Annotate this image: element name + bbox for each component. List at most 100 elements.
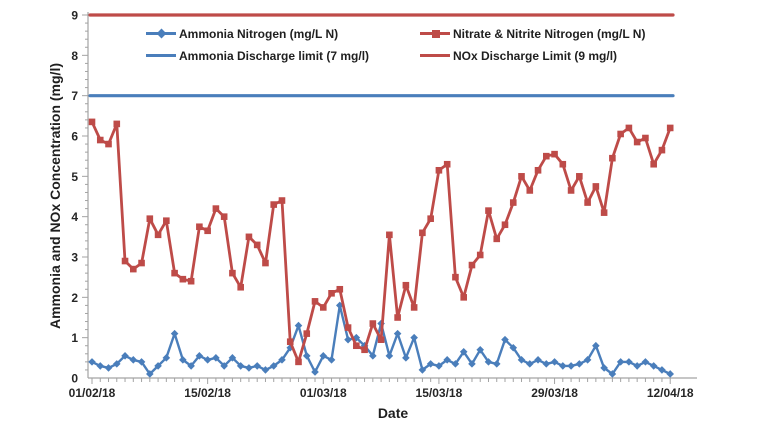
ammonia-nitrogen-point xyxy=(96,362,105,370)
ammonia-nitrogen-point xyxy=(146,370,154,378)
ammonia-nitrogen-point xyxy=(451,360,460,368)
nitrate-nitrite-nitrogen-point xyxy=(625,124,633,132)
ammonia-nitrogen-point xyxy=(501,335,509,344)
legend-item-ammonia-nitrogen: Ammonia Nitrogen (mg/L N) xyxy=(146,25,420,42)
legend-item-nox-discharge-limit: NOx Discharge Limit (9 mg/l) xyxy=(420,47,645,64)
ammonia-nitrogen-point xyxy=(492,360,501,368)
ammonia-nitrogen-point xyxy=(567,362,575,370)
ammonia-nitrogen-point xyxy=(104,364,113,372)
legend-label: Ammonia Nitrogen (mg/L N) xyxy=(179,26,339,41)
ammonia-nitrogen-point xyxy=(476,345,485,354)
ammonia-nitrogen-point xyxy=(327,356,336,364)
ammonia-nitrogen-point xyxy=(575,360,584,368)
ammonia-nitrogen-point xyxy=(608,370,617,378)
nitrate-nitrite-nitrogen-point xyxy=(592,183,600,190)
nitrate-nitrite-nitrogen-point xyxy=(633,138,641,146)
nitrate-nitrite-nitrogen-point xyxy=(551,150,558,158)
nitrate-nitrite-nitrogen-point xyxy=(361,346,368,354)
nitrate-nitrite-nitrogen-point xyxy=(658,146,666,154)
nitrate-nitrite-nitrogen-point xyxy=(121,257,129,265)
nitrate-nitrite-nitrogen-point xyxy=(386,231,393,239)
legend-label: Nitrate & Nitrite Nitrogen (mg/L N) xyxy=(453,26,646,41)
nitrate-nitrite-nitrogen-point xyxy=(518,173,525,180)
ammonia-nitrogen-point xyxy=(369,352,377,360)
nitrate-nitrite-nitrogen-point xyxy=(319,304,327,311)
nitrate-nitrite-nitrogen-point xyxy=(130,265,137,273)
nitrate-nitrite-nitrogen-point xyxy=(559,160,567,168)
ammonia-nitrogen-point xyxy=(352,333,361,342)
ammonia-nitrogen-point xyxy=(261,366,270,374)
ammonia-nitrogen-point xyxy=(269,362,278,370)
nitrate-nitrite-nitrogen-point xyxy=(526,187,534,194)
nitrate-nitrite-nitrogen-point xyxy=(377,336,385,343)
nitrate-nitrite-nitrogen-point xyxy=(336,285,344,293)
y-tick-label: 8 xyxy=(71,49,78,63)
nitrate-nitrite-nitrogen-point xyxy=(229,269,236,277)
ammonia-nitrogen-point xyxy=(302,352,311,360)
y-tick-label: 1 xyxy=(71,331,78,345)
nitrate-nitrite-nitrogen-point xyxy=(96,136,104,144)
ammonia-nitrogen-point xyxy=(649,362,658,370)
ammonia-nitrogen-point xyxy=(154,362,162,370)
ammonia-nitrogen-point xyxy=(179,356,187,364)
ammonia-nitrogen-point xyxy=(542,360,551,368)
y-tick-label: 0 xyxy=(71,372,78,386)
y-tick-label: 4 xyxy=(71,210,78,224)
nitrate-nitrite-nitrogen-point xyxy=(179,275,187,283)
ammonia-nitrogen-point xyxy=(666,370,674,378)
nitrate-nitrite-nitrogen-point xyxy=(113,120,121,128)
legend-line-icon xyxy=(420,47,453,64)
nitrate-nitrite-nitrogen-point xyxy=(138,259,145,267)
ammonia-nitrogen-point xyxy=(311,368,319,376)
nitrate-nitrite-nitrogen-line xyxy=(90,120,672,364)
nitrate-nitrite-nitrogen-point xyxy=(270,201,278,208)
ammonia-nitrogen-point xyxy=(509,343,518,352)
ammonia-nitrogen-point xyxy=(534,356,542,364)
ammonia-nitrogen-point xyxy=(88,358,96,366)
nitrate-nitrite-nitrogen-point xyxy=(369,320,377,327)
legend-item-ammonia-discharge-limit: Ammonia Discharge limit (7 mg/l) xyxy=(146,47,420,64)
ammonia-nitrogen-point xyxy=(253,362,261,370)
ammonia-nitrogen-point xyxy=(203,356,212,364)
nitrate-nitrite-nitrogen-point xyxy=(443,160,451,168)
y-axis-title: Ammonia and NOx Concentration (mg/l) xyxy=(47,63,63,330)
nitrate-nitrite-nitrogen-point xyxy=(410,304,418,311)
legend-label: NOx Discharge Limit (9 mg/l) xyxy=(453,48,618,63)
nitrate-nitrite-nitrogen-point xyxy=(303,330,311,337)
nitrate-nitrite-nitrogen-point xyxy=(253,241,261,249)
nitrate-nitrite-nitrogen-point xyxy=(460,294,467,301)
nitrate-nitrite-nitrogen-point xyxy=(493,235,501,243)
nitrate-nitrite-nitrogen-point xyxy=(468,261,476,269)
nitrate-nitrite-nitrogen-point xyxy=(534,166,542,174)
nitrate-nitrite-nitrogen-point xyxy=(402,281,410,289)
ammonia-nitrogen-point xyxy=(435,362,443,370)
nitrate-nitrite-nitrogen-point xyxy=(435,166,443,174)
ammonia-nitrogen-point xyxy=(592,341,600,350)
ammonia-nitrogen-point xyxy=(278,356,286,364)
ammonia-nitrogen-point xyxy=(633,362,641,370)
legend-item-nitrate-nitrite-nitrogen: Nitrate & Nitrite Nitrogen (mg/L N) xyxy=(420,25,645,42)
y-tick-label: 2 xyxy=(71,291,78,305)
ammonia-nitrogen-point xyxy=(220,362,228,370)
y-tick-label: 9 xyxy=(71,9,78,23)
ammonia-nitrogen-point xyxy=(625,358,633,366)
nitrate-nitrite-nitrogen-point xyxy=(278,197,286,204)
nitrate-nitrite-nitrogen-point xyxy=(245,233,253,241)
nitrate-nitrite-nitrogen-point xyxy=(609,154,616,162)
nitrate-nitrite-nitrogen-point xyxy=(220,213,228,220)
ammonia-nitrogen-point xyxy=(459,347,468,356)
nitrate-nitrite-nitrogen-point xyxy=(105,140,112,148)
nitrate-nitrite-nitrogen-point xyxy=(286,338,294,346)
ammonia-nitrogen-point xyxy=(393,329,402,338)
ammonia-nitrogen-point xyxy=(294,321,303,330)
ammonia-nitrogen-point xyxy=(583,356,592,364)
x-axis-title: Date xyxy=(377,405,409,421)
legend: Ammonia Nitrogen (mg/L N) Nitrate & Nitr… xyxy=(146,25,645,64)
ammonia-nitrogen-point xyxy=(129,356,138,364)
legend-line-square-icon xyxy=(420,25,453,42)
ammonia-nitrogen-point xyxy=(600,364,608,372)
nitrate-nitrite-nitrogen-point xyxy=(650,160,657,168)
ammonia-nitrogen-point xyxy=(559,362,567,370)
nitrate-nitrite-nitrogen-point xyxy=(666,124,674,132)
